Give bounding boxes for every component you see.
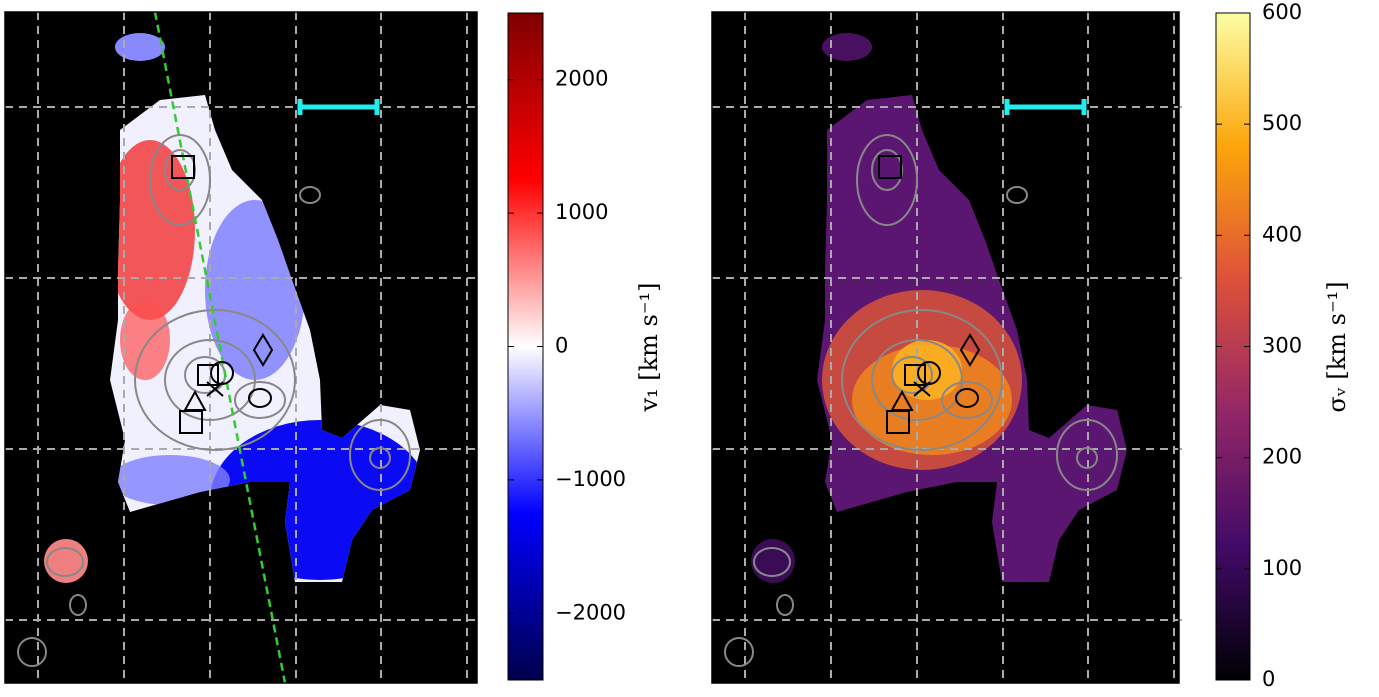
colorbar-tick-label: 300 [1262,334,1302,358]
colorbar-tick-label: 500 [1262,111,1302,135]
colorbar-tick-label: 2000 [555,67,608,91]
velocity-map [4,11,478,684]
dispersion-map [711,11,1185,684]
colorbar-tick-label: 0 [1262,667,1275,691]
colorbar-tick-label: 0 [555,334,568,358]
colorbar-tick-label: 400 [1262,222,1302,246]
colorbar-label: σᵥ [km s⁻¹] [1323,281,1351,412]
colorbar-tick-label: 200 [1262,445,1302,469]
colorbar-tick-label: 1000 [555,200,608,224]
colorbar-tick-label: −1000 [555,467,626,491]
colorbar-label: v₁ [km s⁻¹] [635,282,663,412]
colorbar-tick-label: −2000 [555,600,626,624]
colorbar-tick-label: 600 [1262,0,1302,24]
colorbar-tick-label: 100 [1262,556,1302,580]
